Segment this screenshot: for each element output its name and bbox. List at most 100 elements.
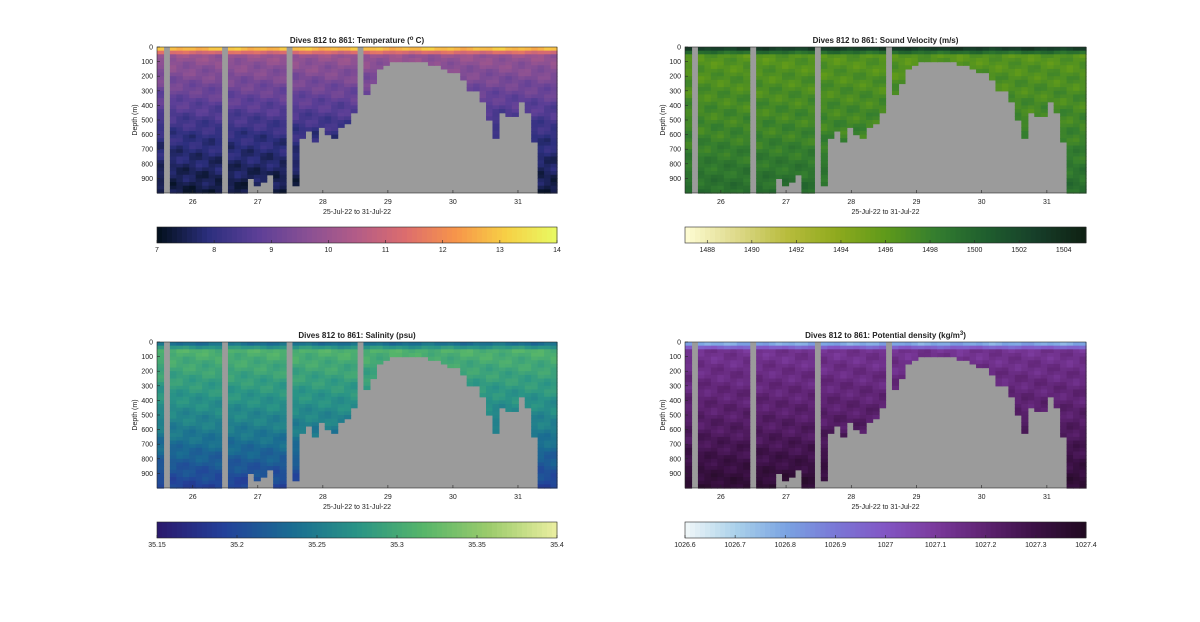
heatmap-cell bbox=[208, 65, 216, 70]
heatmap-cell bbox=[1021, 109, 1029, 114]
heatmap-cell bbox=[157, 145, 165, 150]
heatmap-cell bbox=[801, 112, 809, 117]
heatmap-cell bbox=[498, 360, 506, 365]
heatmap-cell bbox=[891, 68, 900, 74]
heatmap-cell bbox=[1001, 57, 1009, 63]
heatmap-cell bbox=[697, 94, 706, 99]
heatmap-cell bbox=[266, 171, 274, 176]
heatmap-cell bbox=[215, 149, 223, 154]
heatmap-cell bbox=[344, 371, 352, 376]
heatmap-cell bbox=[331, 134, 339, 139]
heatmap-cell bbox=[169, 109, 177, 114]
heatmap-cell bbox=[202, 469, 210, 474]
heatmap-cell bbox=[273, 61, 281, 66]
heatmap-cell bbox=[279, 356, 287, 361]
heatmap-cell bbox=[717, 356, 725, 361]
heatmap-cell bbox=[176, 356, 184, 361]
colorbar-segment bbox=[182, 522, 188, 538]
heatmap-cell bbox=[260, 90, 268, 96]
colorbar-segment bbox=[507, 227, 513, 243]
heatmap-cell bbox=[756, 120, 764, 125]
heatmap-cell bbox=[544, 76, 552, 81]
heatmap-cell bbox=[775, 130, 783, 136]
heatmap-cell bbox=[350, 76, 358, 81]
heatmap-cell bbox=[1066, 167, 1074, 172]
heatmap-cell bbox=[215, 407, 223, 412]
heatmap-cell bbox=[447, 61, 455, 66]
heatmap-cell bbox=[833, 120, 841, 125]
heatmap-cell bbox=[511, 101, 519, 106]
heatmap-cell bbox=[531, 422, 539, 427]
heatmap-cell bbox=[756, 484, 764, 489]
heatmap-cell bbox=[879, 87, 887, 92]
colorbar-segment bbox=[1050, 227, 1057, 243]
heatmap-cell bbox=[234, 160, 242, 165]
heatmap-cell bbox=[176, 418, 184, 423]
heatmap-cell bbox=[1047, 54, 1055, 59]
heatmap-cell bbox=[756, 422, 764, 427]
heatmap-cell bbox=[723, 98, 731, 103]
heatmap-cell bbox=[260, 112, 268, 117]
heatmap-cell bbox=[195, 167, 203, 172]
heatmap-cell bbox=[762, 349, 770, 354]
heatmap-cell bbox=[697, 433, 706, 438]
heatmap-cell bbox=[544, 134, 552, 139]
heatmap-cell bbox=[704, 458, 712, 464]
heatmap-cell bbox=[182, 342, 190, 347]
heatmap-cell bbox=[1060, 130, 1068, 136]
heatmap-cell bbox=[292, 393, 300, 398]
heatmap-cell bbox=[421, 345, 429, 350]
heatmap-cell bbox=[182, 189, 190, 194]
heatmap-cell bbox=[769, 389, 777, 394]
heatmap-cell bbox=[434, 356, 442, 361]
heatmap-cell bbox=[775, 138, 783, 143]
heatmap-cell bbox=[531, 363, 539, 369]
heatmap-cell bbox=[717, 396, 725, 401]
heatmap-cell bbox=[743, 484, 751, 489]
heatmap-cell bbox=[292, 101, 300, 106]
heatmap-cell bbox=[253, 68, 261, 74]
heatmap-cell bbox=[775, 163, 783, 169]
heatmap-cell bbox=[685, 396, 693, 401]
heatmap-cell bbox=[723, 382, 731, 387]
heatmap-cell bbox=[807, 156, 815, 161]
heatmap-cell bbox=[762, 436, 770, 442]
heatmap-cell bbox=[247, 458, 255, 464]
heatmap-cell bbox=[318, 112, 326, 117]
heatmap-cell bbox=[182, 385, 190, 391]
chart-title-main: Dives 812 to 861: Sound Velocity (m/s) bbox=[813, 36, 959, 45]
heatmap-cell bbox=[704, 469, 712, 474]
heatmap-cell bbox=[466, 371, 474, 376]
heatmap-cell bbox=[846, 61, 854, 66]
heatmap-cell bbox=[260, 57, 268, 63]
heatmap-cell bbox=[820, 94, 828, 99]
heatmap-cell bbox=[208, 469, 216, 474]
heatmap-cell bbox=[1066, 61, 1074, 66]
heatmap-cell bbox=[395, 345, 403, 350]
heatmap-cell bbox=[743, 469, 751, 474]
heatmap-cell bbox=[1079, 189, 1087, 194]
heatmap-cell bbox=[537, 116, 545, 121]
heatmap-cell bbox=[311, 79, 319, 85]
heatmap-cell bbox=[736, 444, 744, 449]
heatmap-cell bbox=[492, 411, 500, 416]
heatmap-cell bbox=[723, 182, 731, 187]
heatmap-cell bbox=[846, 109, 854, 114]
heatmap-cell bbox=[833, 90, 841, 96]
heatmap-cell bbox=[195, 477, 203, 482]
heatmap-cell bbox=[195, 378, 203, 383]
heatmap-cell bbox=[182, 54, 190, 59]
heatmap-cell bbox=[1040, 83, 1048, 88]
heatmap-cell bbox=[550, 94, 558, 99]
heatmap-cell bbox=[253, 444, 261, 449]
colorbar-segment bbox=[197, 227, 203, 243]
heatmap-cell bbox=[305, 422, 313, 427]
heatmap-cell bbox=[298, 393, 306, 398]
heatmap-cell bbox=[736, 455, 744, 460]
heatmap-cell bbox=[537, 182, 545, 187]
chart-title-main: Dives 812 to 861: Salinity (psu) bbox=[298, 331, 416, 340]
heatmap-cell bbox=[273, 123, 281, 128]
heatmap-cell bbox=[176, 156, 184, 161]
heatmap-cell bbox=[1021, 54, 1029, 59]
heatmap-cell bbox=[266, 345, 274, 350]
